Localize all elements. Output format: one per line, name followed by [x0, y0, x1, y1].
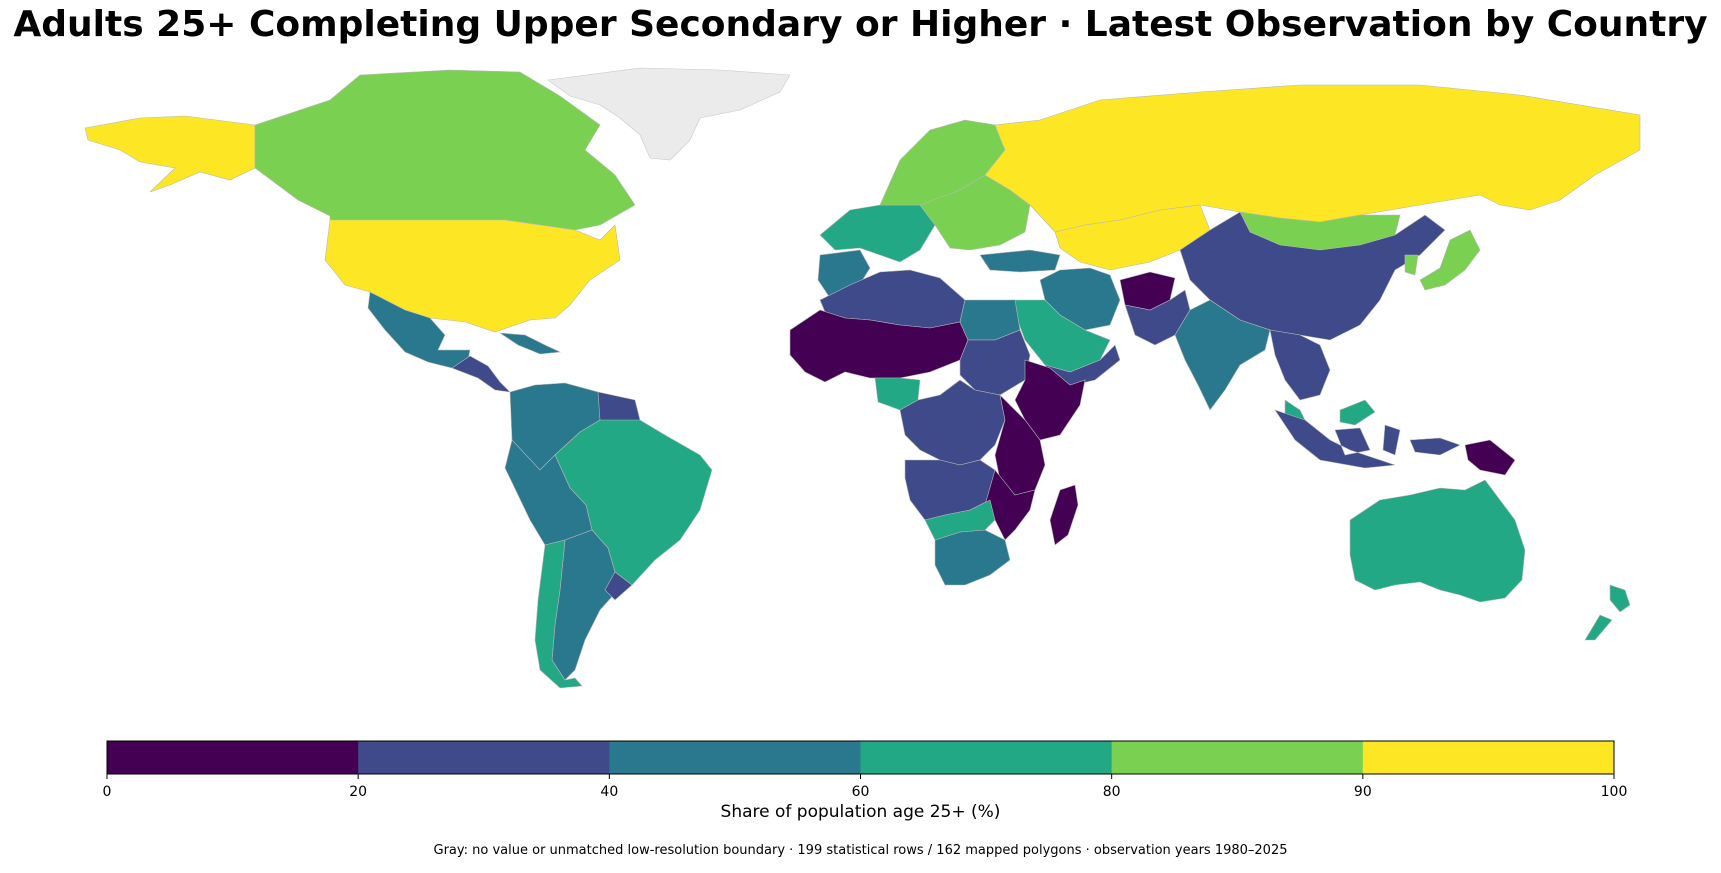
region-western-europe [819, 204, 936, 263]
region-canada [254, 69, 636, 231]
region-turkey [979, 249, 1061, 273]
region-botswana-namibia [924, 499, 996, 541]
region-madagascar [1049, 484, 1079, 546]
region-eastern-europe [919, 174, 1031, 251]
region-saudi-arabia [1009, 299, 1111, 373]
region-papua-new-guinea [1464, 439, 1516, 476]
region-southeast-asia [1269, 329, 1331, 401]
region-russia [984, 84, 1641, 233]
footnote: Gray: no value or unmatched low-resoluti… [433, 843, 1288, 858]
region-japan [1419, 229, 1481, 291]
region-greenland [547, 67, 791, 161]
map-title: Adults 25+ Completing Upper Secondary or… [13, 4, 1708, 45]
region-india [1174, 299, 1271, 411]
region-alaska [84, 115, 256, 193]
region-south-africa [934, 529, 1011, 586]
region-indonesia [1274, 409, 1461, 469]
region-chile [534, 539, 583, 689]
region-uruguay [604, 571, 633, 601]
region-new-zealand [1584, 584, 1631, 641]
region-united-states [324, 219, 621, 333]
region-sudan [959, 329, 1031, 396]
region-central-america [451, 355, 511, 393]
region-central-africa [899, 379, 1006, 466]
region-australia [1349, 479, 1526, 603]
region-ethiopia-somalia [1014, 359, 1086, 441]
region-caribbean [498, 332, 562, 355]
region-korea [1404, 254, 1419, 276]
